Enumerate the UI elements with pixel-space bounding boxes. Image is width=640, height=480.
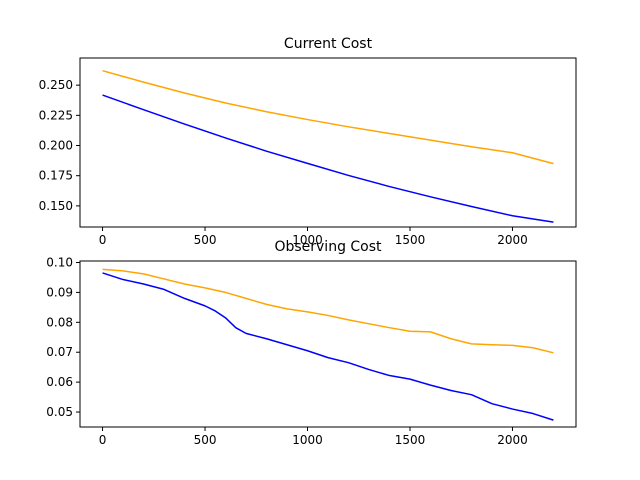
observing-cost-series-blue-line: [102, 272, 554, 421]
observing-cost-y-tick-label: 0.05: [46, 405, 73, 419]
observing-cost-series-orange-line: [102, 268, 554, 354]
observing-cost-title: Observing Cost: [274, 239, 382, 255]
current-cost-x-ticks: 0 500 1000 1500 2000: [99, 227, 528, 247]
current-cost-y-ticks: 0.150 0.175 0.200 0.225 0.250: [39, 78, 80, 213]
observing-cost-y-tick-label: 0.09: [46, 285, 73, 299]
current-cost-x-tick-label: 0: [99, 233, 107, 247]
current-cost-x-tick-label: 1000: [292, 233, 323, 247]
current-cost-y-tick-label: 0.175: [39, 169, 73, 183]
observing-cost-y-tick-label: 0.10: [46, 255, 73, 269]
current-cost-y-tick-label: 0.150: [39, 199, 73, 213]
observing-cost-y-ticks: 0.05 0.06 0.07 0.08 0.09 0.10: [46, 255, 80, 419]
current-cost-chart: Current Cost 0 500 1000 1500 2000 0.150 0.175…: [39, 36, 577, 247]
current-cost-series-group: [102, 69, 554, 223]
observing-cost-y-tick-label: 0.06: [46, 375, 73, 389]
current-cost-x-tick-label: 2000: [497, 233, 528, 247]
observing-cost-x-tick-label: 0: [99, 433, 107, 447]
observing-cost-y-tick-label: 0.08: [46, 315, 73, 329]
observing-cost-x-tick-label: 1000: [292, 433, 323, 447]
observing-cost-y-tick-label: 0.07: [46, 345, 73, 359]
current-cost-x-tick-label: 1500: [395, 233, 426, 247]
observing-cost-x-ticks: 0 500 1000 1500 2000: [99, 427, 528, 447]
current-cost-x-tick-label: 500: [194, 233, 217, 247]
observing-cost-x-tick-label: 1500: [395, 433, 426, 447]
current-cost-series-orange-line: [102, 69, 554, 165]
observing-cost-plot-frame: [79, 260, 577, 428]
current-cost-plot-frame: [79, 57, 577, 228]
observing-cost-series-group: [102, 268, 554, 421]
observing-cost-x-tick-label: 500: [194, 433, 217, 447]
current-cost-y-tick-label: 0.200: [39, 139, 73, 153]
current-cost-y-tick-label: 0.250: [39, 78, 73, 92]
current-cost-series-blue-line: [102, 94, 554, 223]
current-cost-y-tick-label: 0.225: [39, 108, 73, 122]
observing-cost-x-tick-label: 2000: [497, 433, 528, 447]
current-cost-title: Current Cost: [284, 36, 373, 52]
observing-cost-chart: Observing Cost 0 500 1000 1500 2000 0.05 0.06…: [46, 239, 577, 447]
